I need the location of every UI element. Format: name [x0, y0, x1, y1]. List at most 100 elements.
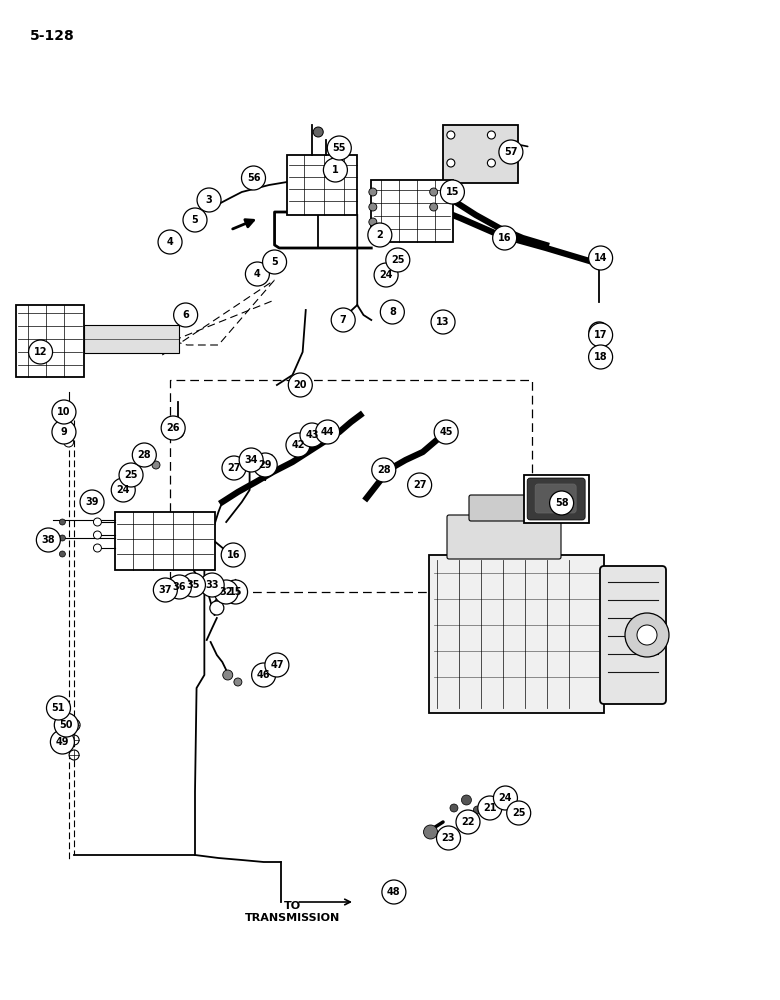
FancyBboxPatch shape [287, 155, 357, 215]
Text: 15: 15 [229, 587, 243, 597]
Circle shape [368, 223, 392, 247]
Circle shape [314, 127, 323, 137]
Text: 1: 1 [332, 165, 339, 175]
FancyBboxPatch shape [469, 495, 538, 521]
Text: 29: 29 [258, 460, 272, 470]
Circle shape [172, 426, 184, 438]
Circle shape [589, 345, 612, 369]
Circle shape [64, 405, 73, 415]
Circle shape [488, 159, 495, 167]
Text: 27: 27 [413, 480, 427, 490]
Circle shape [52, 400, 76, 424]
Circle shape [183, 208, 207, 232]
Circle shape [478, 796, 502, 820]
Circle shape [119, 463, 143, 487]
Circle shape [369, 218, 377, 226]
Circle shape [316, 420, 339, 444]
Text: 26: 26 [166, 423, 180, 433]
Text: 24: 24 [498, 793, 512, 803]
Text: 8: 8 [389, 307, 395, 317]
Circle shape [112, 478, 135, 502]
Circle shape [69, 735, 79, 745]
Text: 16: 16 [498, 233, 512, 243]
Circle shape [94, 518, 101, 526]
Circle shape [133, 443, 156, 467]
Circle shape [637, 625, 657, 645]
Text: 7: 7 [340, 315, 346, 325]
Text: 49: 49 [55, 737, 69, 747]
Circle shape [59, 535, 66, 541]
Circle shape [625, 613, 669, 657]
Text: 39: 39 [85, 497, 99, 507]
Circle shape [215, 580, 238, 604]
Circle shape [59, 519, 66, 525]
Text: 16: 16 [226, 550, 240, 560]
Circle shape [37, 528, 60, 552]
Circle shape [174, 303, 197, 327]
FancyBboxPatch shape [371, 180, 453, 242]
Circle shape [224, 580, 247, 604]
Circle shape [246, 262, 269, 286]
Circle shape [450, 804, 458, 812]
Circle shape [441, 180, 464, 204]
Text: 56: 56 [246, 173, 261, 183]
Circle shape [386, 248, 410, 272]
Circle shape [462, 795, 471, 805]
Text: 24: 24 [116, 485, 130, 495]
Text: 14: 14 [594, 253, 608, 263]
Text: 18: 18 [594, 352, 608, 362]
Text: 43: 43 [305, 430, 319, 440]
FancyBboxPatch shape [115, 512, 215, 570]
Circle shape [431, 310, 455, 334]
Text: 10: 10 [57, 407, 71, 417]
Circle shape [324, 158, 347, 182]
FancyBboxPatch shape [83, 325, 179, 353]
FancyBboxPatch shape [600, 566, 666, 704]
Circle shape [430, 188, 438, 196]
Text: 50: 50 [59, 720, 73, 730]
Text: 28: 28 [377, 465, 391, 475]
Circle shape [161, 416, 185, 440]
Circle shape [408, 473, 431, 497]
Circle shape [507, 801, 530, 825]
Text: 4: 4 [254, 269, 261, 279]
Text: 25: 25 [391, 255, 405, 265]
Text: 23: 23 [441, 833, 456, 843]
Text: 15: 15 [445, 187, 459, 197]
Text: 58: 58 [555, 498, 569, 508]
Circle shape [289, 373, 312, 397]
Text: 44: 44 [321, 427, 335, 437]
Text: 25: 25 [512, 808, 526, 818]
Circle shape [154, 578, 177, 602]
FancyBboxPatch shape [524, 475, 589, 523]
Circle shape [59, 551, 66, 557]
Text: 45: 45 [439, 427, 453, 437]
Circle shape [145, 450, 154, 460]
Text: 38: 38 [41, 535, 55, 545]
Circle shape [197, 188, 221, 212]
Circle shape [254, 453, 277, 477]
Circle shape [369, 203, 377, 211]
FancyBboxPatch shape [447, 515, 561, 559]
Circle shape [226, 548, 240, 562]
Circle shape [168, 575, 191, 599]
Circle shape [51, 730, 74, 754]
Text: 25: 25 [124, 470, 138, 480]
Circle shape [430, 203, 438, 211]
Circle shape [242, 166, 265, 190]
Circle shape [473, 806, 481, 814]
Circle shape [499, 140, 523, 164]
Circle shape [239, 448, 263, 472]
Text: 36: 36 [172, 582, 186, 592]
Text: 24: 24 [379, 270, 393, 280]
Circle shape [374, 263, 398, 287]
FancyBboxPatch shape [535, 484, 576, 513]
Circle shape [550, 491, 573, 515]
Text: 55: 55 [332, 143, 346, 153]
Text: 2: 2 [377, 230, 383, 240]
Circle shape [265, 653, 289, 677]
Text: 57: 57 [504, 147, 518, 157]
Circle shape [52, 420, 76, 444]
Text: 27: 27 [227, 463, 241, 473]
Circle shape [493, 226, 516, 250]
